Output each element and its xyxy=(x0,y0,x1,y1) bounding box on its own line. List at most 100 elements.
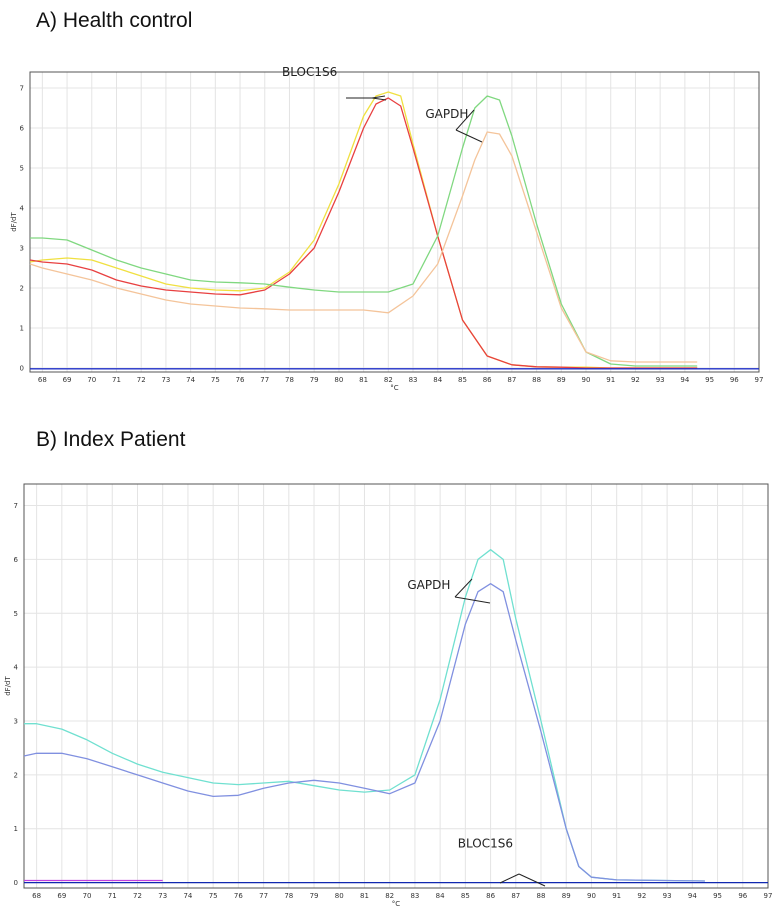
x-tick-label: 80 xyxy=(335,892,344,900)
panel-b-title: B) Index Patient xyxy=(36,428,186,451)
x-tick-label: 72 xyxy=(137,376,146,384)
x-tick-label: 95 xyxy=(713,892,722,900)
y-tick-label: 6 xyxy=(20,125,25,133)
x-tick-label: 73 xyxy=(161,376,170,384)
x-tick-label: 89 xyxy=(562,892,571,900)
chart-a-health-control: 68 69 70 71 72 73 74 75 76 77 78 79 80 81 82 83 84 85 86 87… xyxy=(10,65,764,392)
x-tick-label: 94 xyxy=(680,376,689,384)
annotation-leader-bloc1s6 xyxy=(346,95,387,101)
x-tick-label: 76 xyxy=(234,892,243,900)
x-tick-label: 84 xyxy=(436,892,445,900)
x-tick-label: 85 xyxy=(461,892,470,900)
plot-border xyxy=(23,483,769,889)
x-tick-label: 79 xyxy=(310,376,319,384)
series-line-2 xyxy=(23,583,705,882)
x-tick-label: 83 xyxy=(410,892,419,900)
y-tick-label: 0 xyxy=(14,879,18,887)
x-tick-label: 90 xyxy=(582,376,591,384)
x-tick-label: 97 xyxy=(764,892,773,900)
x-tick-label: 88 xyxy=(537,892,546,900)
x-tick-label: 93 xyxy=(663,892,672,900)
series-line-4 xyxy=(29,131,698,363)
x-tick-label: 82 xyxy=(384,376,393,384)
plot-border xyxy=(29,71,760,373)
x-tick-label: 76 xyxy=(236,376,245,384)
x-axis-label: °C xyxy=(390,384,399,392)
y-tick-label: 3 xyxy=(14,718,18,726)
x-tick-label: 78 xyxy=(285,376,294,384)
y-tick-label: 0 xyxy=(20,365,24,373)
x-tick-label: 89 xyxy=(557,376,566,384)
x-tick-label: 71 xyxy=(108,892,117,900)
annotation-leader-gapdh xyxy=(454,578,491,604)
x-tick-label: 82 xyxy=(385,892,394,900)
series-line-1 xyxy=(24,549,705,882)
series-line-3 xyxy=(30,95,698,367)
x-tick-label: 70 xyxy=(87,376,96,384)
annotation-leader-gapdh xyxy=(455,109,483,143)
x-tick-label: 87 xyxy=(511,892,520,900)
x-tick-label: 94 xyxy=(688,892,697,900)
annotation-label-gapdh: GAPDH xyxy=(425,107,468,121)
x-tick-label: 97 xyxy=(755,376,764,384)
plot-area xyxy=(30,72,759,372)
y-axis-label: dF/dT xyxy=(4,676,12,696)
x-tick-label: 75 xyxy=(209,892,218,900)
x-tick-label: 86 xyxy=(483,376,492,384)
x-tick-label: 80 xyxy=(334,376,343,384)
chart-b-index-patient: 68 69 70 71 72 73 74 75 76 77 78 79 80 81 82 83 84 85 86 87… xyxy=(4,483,773,908)
x-tick-label: 91 xyxy=(606,376,615,384)
x-tick-label: 68 xyxy=(38,376,47,384)
x-tick-label: 87 xyxy=(507,376,516,384)
x-tick-label: 88 xyxy=(532,376,541,384)
x-tick-label: 77 xyxy=(260,376,269,384)
x-tick-label: 93 xyxy=(656,376,665,384)
x-axis-label: °C xyxy=(392,900,401,908)
x-tick-label: 74 xyxy=(183,892,192,900)
annotation-label-bloc1s6: BLOC1S6 xyxy=(458,837,513,851)
x-tick-label: 71 xyxy=(112,376,121,384)
y-tick-label: 2 xyxy=(14,771,18,779)
x-tick-label: 90 xyxy=(587,892,596,900)
x-tick-label: 69 xyxy=(63,376,72,384)
x-tick-label: 75 xyxy=(211,376,220,384)
y-tick-label: 5 xyxy=(14,610,18,618)
series-line-2 xyxy=(29,97,698,369)
y-tick-label: 5 xyxy=(20,165,24,173)
y-tick-label: 1 xyxy=(20,325,24,333)
x-tick-label: 84 xyxy=(433,376,442,384)
annotation-label-bloc1s6: BLOC1S6 xyxy=(282,65,337,79)
x-tick-label: 83 xyxy=(409,376,418,384)
y-tick-label: 2 xyxy=(20,285,24,293)
x-tick-label: 92 xyxy=(637,892,646,900)
x-tick-label: 96 xyxy=(738,892,747,900)
x-tick-label: 78 xyxy=(284,892,293,900)
x-tick-label: 81 xyxy=(359,376,368,384)
x-tick-label: 81 xyxy=(360,892,369,900)
annotation-leader-bloc1s6 xyxy=(499,873,546,887)
x-tick-label: 73 xyxy=(158,892,167,900)
x-tick-label: 96 xyxy=(730,376,739,384)
panel-a-title: A) Health control xyxy=(36,9,193,32)
y-tick-label: 1 xyxy=(14,825,18,833)
y-tick-label: 3 xyxy=(20,245,24,253)
x-tick-label: 92 xyxy=(631,376,640,384)
x-tick-label: 68 xyxy=(32,892,41,900)
y-tick-label: 4 xyxy=(14,664,19,672)
x-tick-label: 72 xyxy=(133,892,142,900)
y-axis-label: dF/dT xyxy=(10,212,18,232)
x-tick-label: 79 xyxy=(310,892,319,900)
plot-area xyxy=(24,484,768,888)
x-tick-label: 70 xyxy=(83,892,92,900)
y-tick-label: 6 xyxy=(14,556,19,564)
y-tick-label: 7 xyxy=(20,85,24,93)
y-tick-label: 7 xyxy=(14,502,18,510)
annotation-label-gapdh: GAPDH xyxy=(407,578,450,592)
x-tick-label: 69 xyxy=(57,892,66,900)
x-tick-label: 86 xyxy=(486,892,495,900)
x-tick-label: 77 xyxy=(259,892,268,900)
y-tick-label: 4 xyxy=(20,205,25,213)
x-tick-label: 85 xyxy=(458,376,467,384)
x-tick-label: 91 xyxy=(612,892,621,900)
x-tick-label: 74 xyxy=(186,376,195,384)
